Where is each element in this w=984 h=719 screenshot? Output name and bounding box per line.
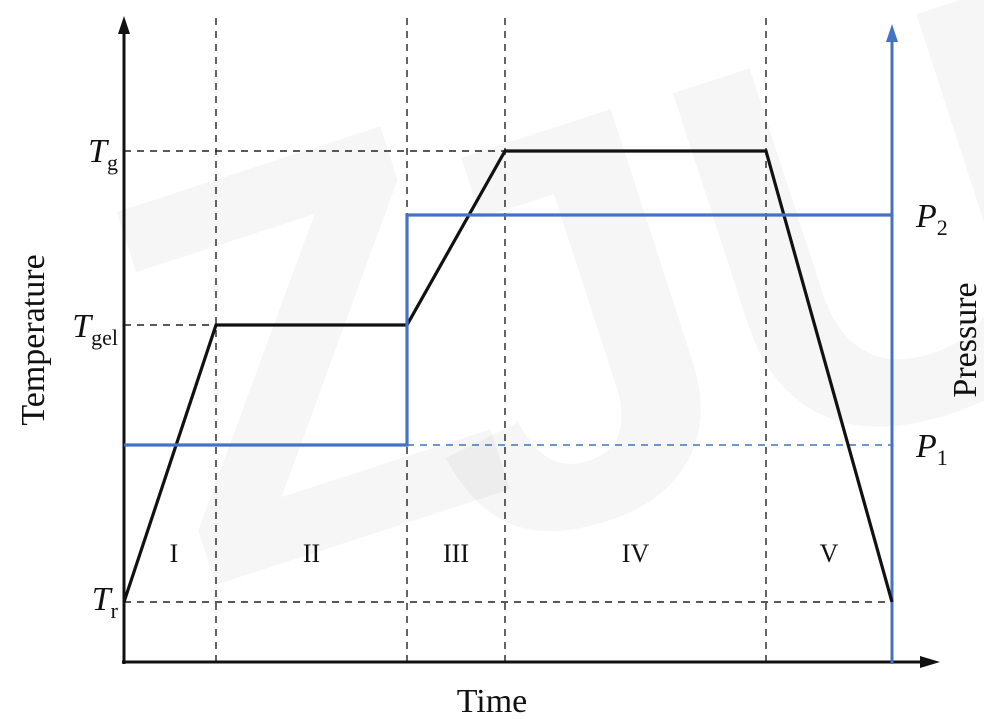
series-lines bbox=[122, 149, 894, 603]
stage-label: II bbox=[303, 539, 320, 568]
guide-lines bbox=[124, 18, 892, 662]
zju-watermark: ZJU bbox=[43, 0, 984, 703]
x-arrow-icon bbox=[920, 656, 940, 668]
level-label-p1: P1 bbox=[915, 428, 948, 470]
stage-label: I bbox=[170, 539, 179, 568]
left-y-axis-label: Temperature bbox=[15, 254, 52, 425]
labels: Time Temperature Pressure bbox=[15, 254, 984, 719]
temperature-line bbox=[122, 149, 894, 603]
stage-labels: I II III IV V bbox=[170, 539, 839, 568]
pressure-line bbox=[124, 213, 892, 447]
left-y-arrow-icon bbox=[118, 16, 130, 34]
axes bbox=[118, 16, 940, 668]
right-y-arrow-icon bbox=[886, 24, 898, 42]
stage-label: IV bbox=[622, 539, 650, 568]
stage-label: V bbox=[820, 539, 839, 568]
level-label-tr: Tr bbox=[92, 581, 119, 623]
level-label-tgel: Tgel bbox=[72, 308, 118, 350]
stage-label: III bbox=[443, 539, 469, 568]
level-labels: Tr Tgel Tg P1 P2 bbox=[72, 133, 948, 623]
right-y-axis-label: Pressure bbox=[947, 282, 984, 397]
level-label-tg: Tg bbox=[88, 133, 118, 175]
x-axis-label: Time bbox=[457, 683, 528, 719]
level-label-p2: P2 bbox=[915, 198, 948, 240]
